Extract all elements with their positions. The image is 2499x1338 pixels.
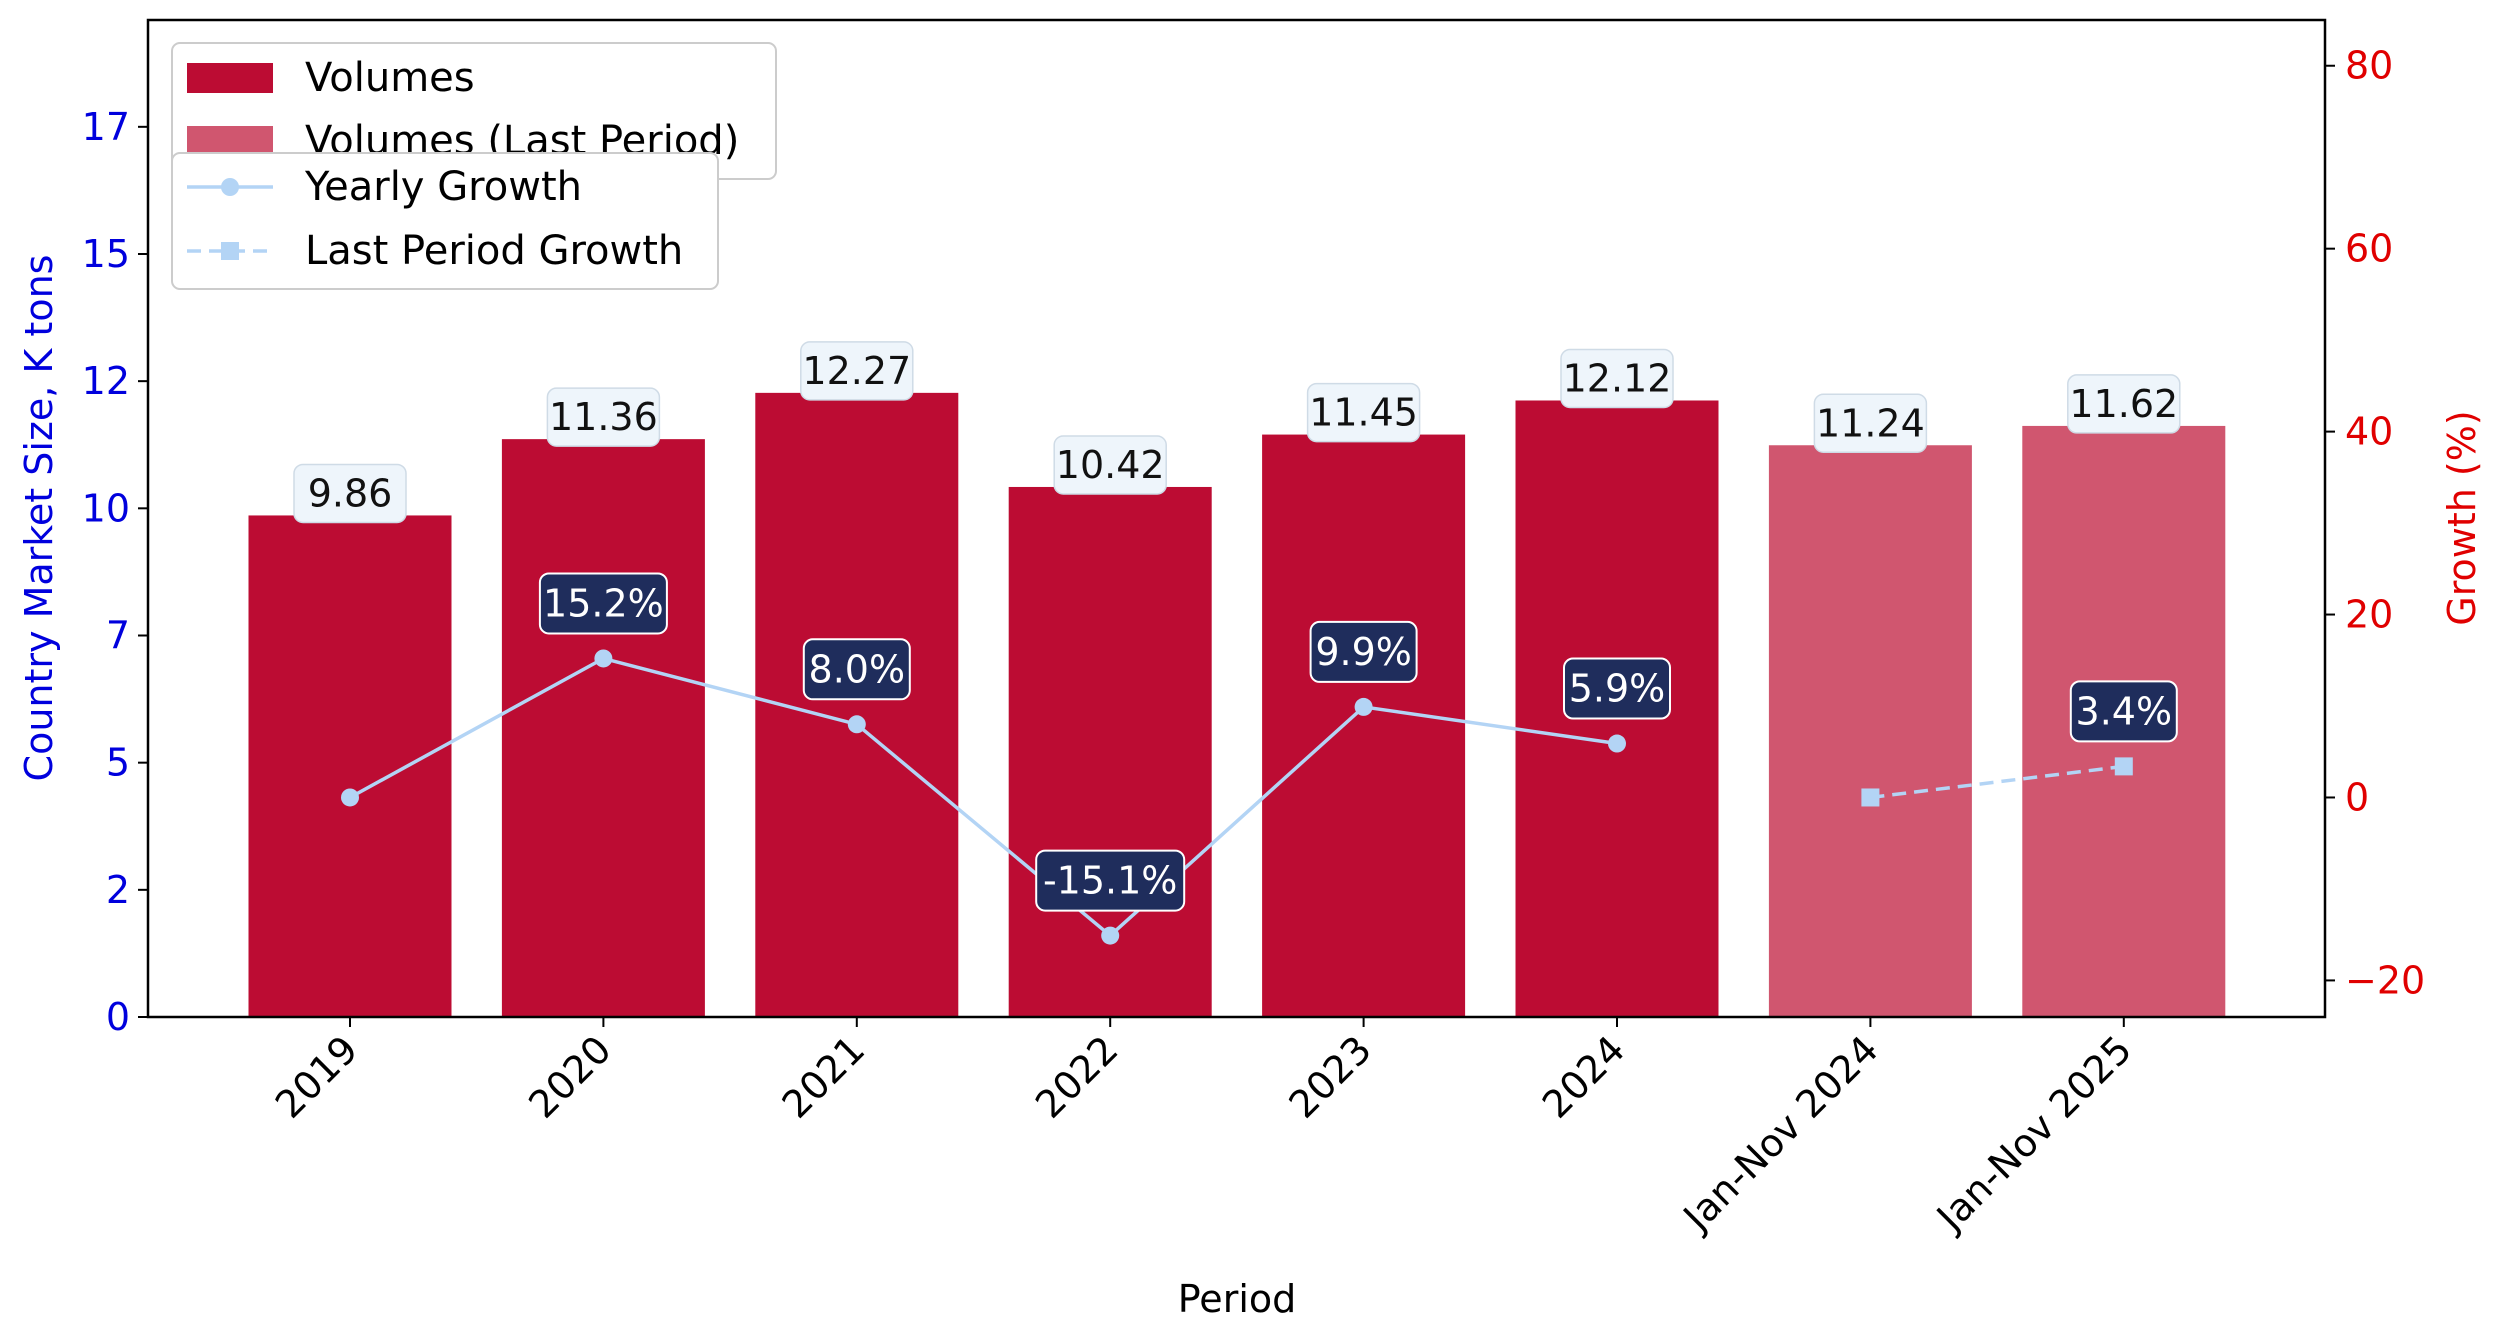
legend-label: Yearly Growth xyxy=(304,164,582,210)
value-label-box xyxy=(1053,435,1167,495)
left-tick-label: 10 xyxy=(82,486,130,530)
labels-layer: 9.86 11.36 12.27 10.42 11.45 12.12 11.24 11.62 1… xyxy=(293,341,2181,912)
value-label: 10.42 xyxy=(1056,443,1165,487)
x-tick-label: 2023 xyxy=(1280,1027,1380,1127)
left-tick-label: 17 xyxy=(82,105,130,149)
growth-label: 8.0% xyxy=(809,647,906,691)
bar-2023 xyxy=(1262,434,1466,1018)
value-label-box xyxy=(800,341,914,401)
value-label: 11.36 xyxy=(549,395,658,439)
right-tick-label: 40 xyxy=(2345,410,2393,454)
x-tick-label: 2022 xyxy=(1027,1027,1127,1127)
legend-marker xyxy=(221,242,239,260)
right-tick-label: 60 xyxy=(2345,227,2393,271)
growth-point xyxy=(1354,697,1373,716)
bars-layer xyxy=(248,392,2226,1018)
x-axis-title: Period xyxy=(1178,1277,1297,1321)
growth-label: 3.4% xyxy=(2076,689,2173,733)
growth-point xyxy=(2114,757,2133,776)
x-tick-label: Jan-Nov 2024 xyxy=(1674,1027,1887,1240)
left-tick-label: 15 xyxy=(82,232,130,276)
left-tick-label: 2 xyxy=(106,868,130,912)
legend-marker xyxy=(221,178,239,196)
growth-label-box xyxy=(538,572,668,635)
legend-swatch xyxy=(187,63,273,93)
bar-jan-nov-2024 xyxy=(1768,445,1972,1018)
left-tick-label: 12 xyxy=(82,359,130,403)
x-tick-label: 2024 xyxy=(1534,1027,1634,1127)
left-axis-title: Country Market Size, K tons xyxy=(17,255,61,782)
growth-point xyxy=(1608,734,1626,753)
growth-point xyxy=(594,649,613,668)
left-tick-label: 7 xyxy=(106,613,130,657)
growth-label-box xyxy=(1563,657,1671,720)
left-tick-label: 0 xyxy=(106,995,130,1039)
plot-frame xyxy=(146,18,2327,1019)
lines-layer xyxy=(341,649,2133,945)
legend-label: Last Period Growth xyxy=(305,228,683,274)
legend-swatch xyxy=(187,126,273,156)
growth-point xyxy=(847,715,866,734)
legend-box-lines xyxy=(171,152,719,290)
growth-point xyxy=(1101,926,1120,945)
value-label: 11.45 xyxy=(1309,391,1418,435)
x-tick-label: Jan-Nov 2025 xyxy=(1927,1027,2140,1240)
growth-label-box xyxy=(1309,620,1418,683)
growth-label-box xyxy=(2069,680,2178,743)
value-label: 12.27 xyxy=(802,349,911,393)
value-label-box xyxy=(1306,382,1421,443)
x-tick-label: 2019 xyxy=(267,1027,367,1127)
right-tick-label: 80 xyxy=(2345,44,2393,88)
value-label-box xyxy=(2067,374,2181,434)
value-label: 11.62 xyxy=(2069,382,2178,426)
value-label: 11.24 xyxy=(1816,401,1925,445)
growth-point xyxy=(341,788,359,807)
right-tick-label: 20 xyxy=(2345,593,2393,637)
growth-line-2 xyxy=(349,656,1618,938)
value-label: 12.12 xyxy=(1563,356,1672,400)
growth-label: -15.1% xyxy=(1043,859,1177,903)
bar-2020 xyxy=(501,439,705,1017)
value-label-box xyxy=(1560,348,1674,409)
growth-label: 5.9% xyxy=(1569,667,1666,711)
value-label-box xyxy=(1813,393,1928,454)
growth-label-box xyxy=(802,638,911,701)
right-axis-title: Growth (%) xyxy=(2440,410,2484,625)
legend-label: Volumes xyxy=(305,55,475,101)
growth-point xyxy=(1861,788,1880,807)
right-tick-label: 0 xyxy=(2345,775,2369,819)
growth-label: 9.9% xyxy=(1315,630,1412,674)
x-tick-label: 2021 xyxy=(774,1027,874,1127)
growth-label-box xyxy=(1035,849,1186,912)
growth-label: 15.2% xyxy=(543,581,664,625)
x-tick-label: 2020 xyxy=(520,1027,620,1127)
value-label: 9.86 xyxy=(308,471,393,515)
value-label-box xyxy=(293,463,407,524)
value-label-box xyxy=(546,387,661,447)
bar-2019 xyxy=(248,515,452,1017)
left-tick-label: 5 xyxy=(106,741,130,785)
right-tick-label: −20 xyxy=(2345,958,2425,1002)
